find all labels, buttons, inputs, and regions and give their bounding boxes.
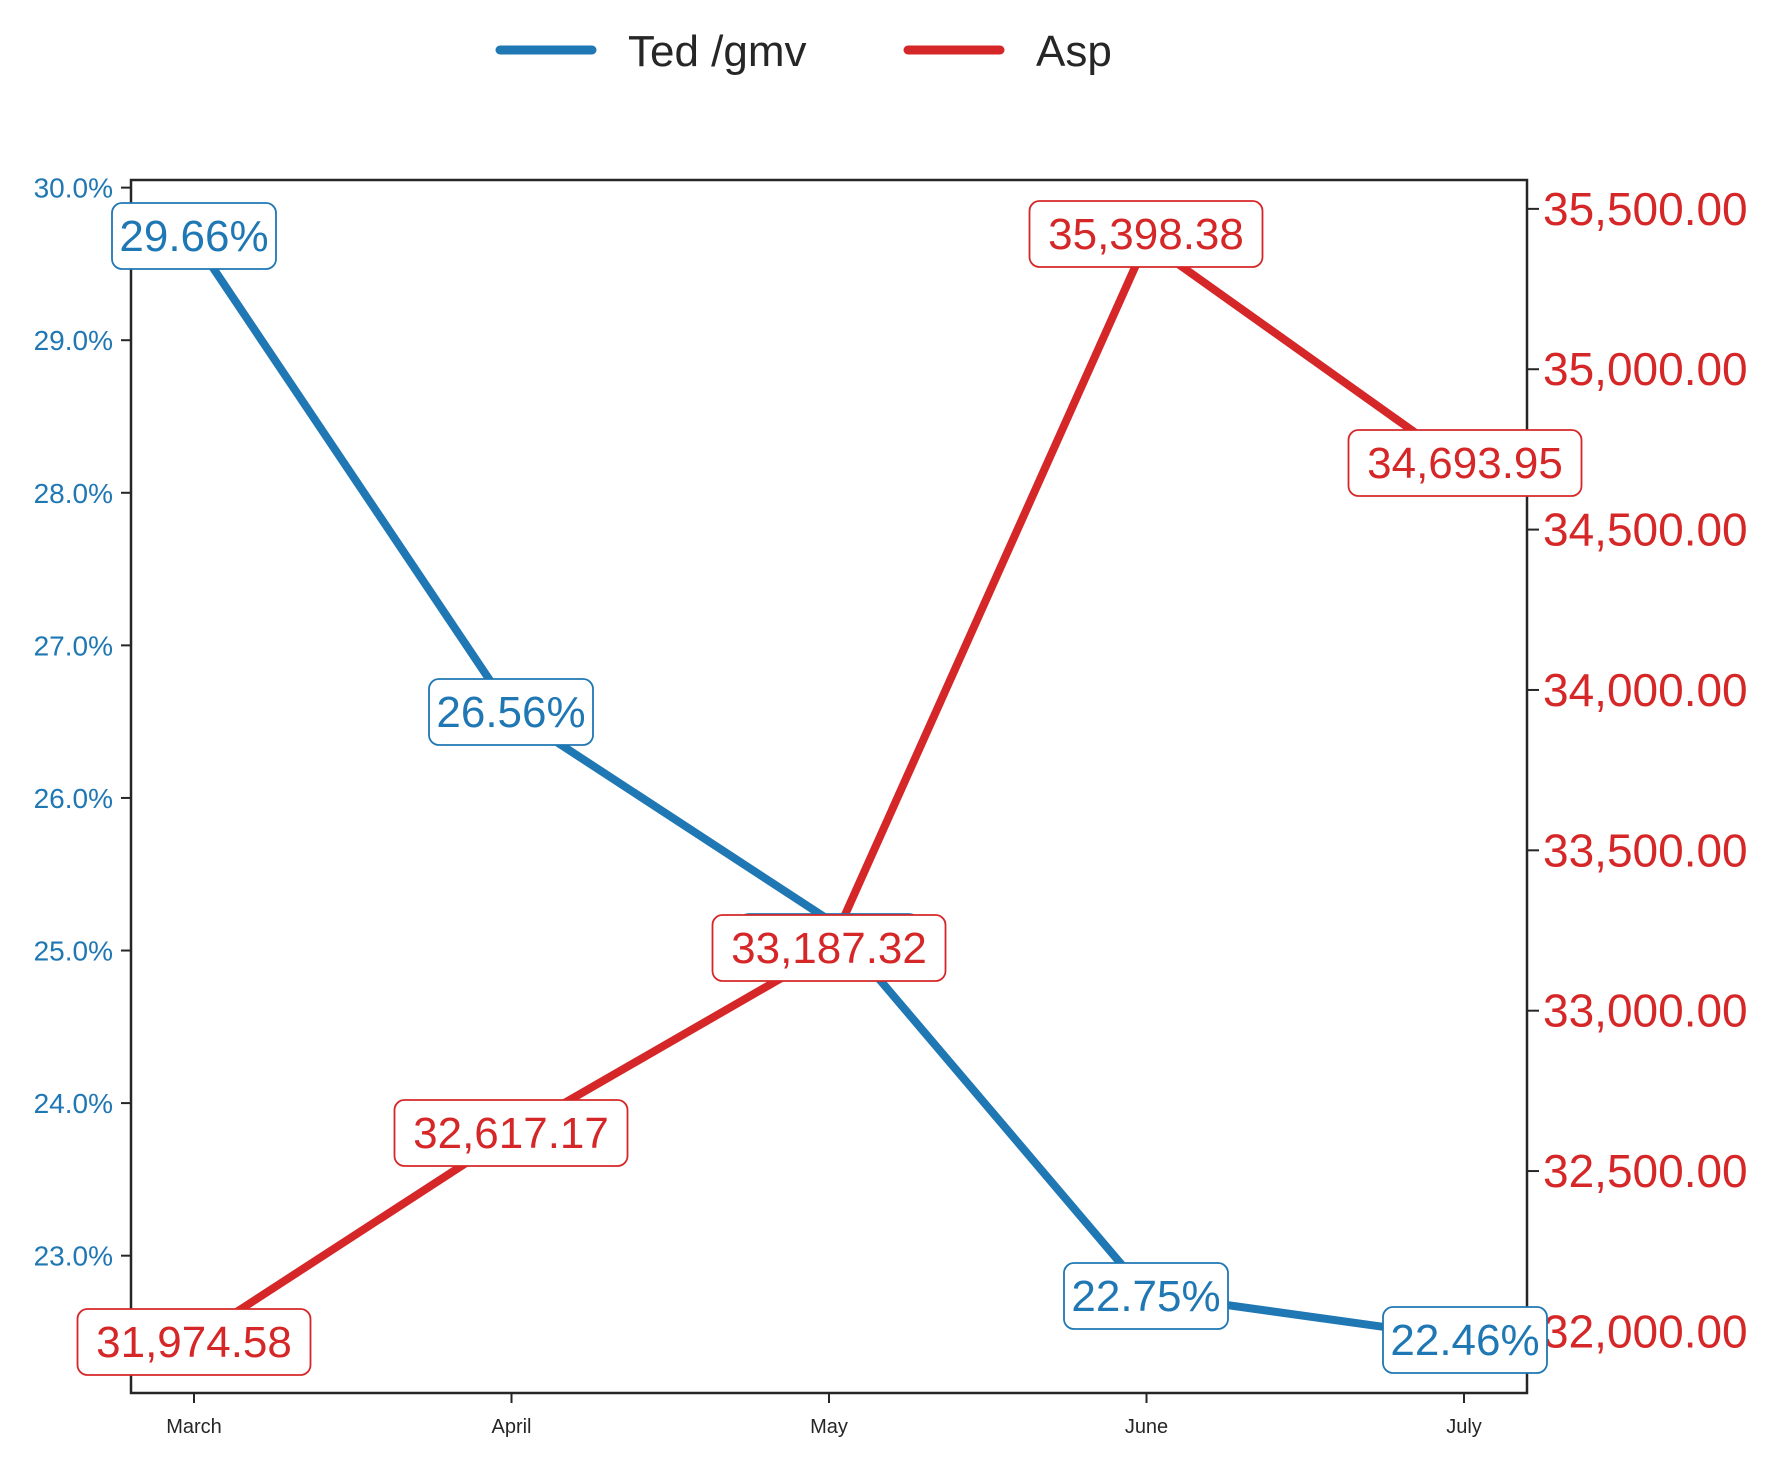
y-left-tick-label: 29.0%: [34, 325, 113, 356]
x-tick-label: July: [1446, 1416, 1482, 1438]
data-label-asp: 33,187.32: [731, 924, 927, 973]
data-label-ted-gmv: 26.56%: [436, 688, 585, 737]
x-tick-label: March: [166, 1416, 222, 1438]
data-label-ted-gmv-background: [1382, 1306, 1548, 1374]
x-tick-label: April: [491, 1416, 531, 1438]
plot-area: 23.0% 24.0% 25.0% 26.0% 27.0% 28.0% 29.0% 30.0%…: [34, 173, 1748, 1438]
x-tick-label: May: [810, 1416, 848, 1438]
y-right-tick-label: 34,000.00: [1543, 664, 1748, 716]
data-label-ted-gmv: 22.46%: [1390, 1316, 1539, 1365]
data-label-asp-background: [711, 914, 947, 982]
y-right-tick-label: 33,000.00: [1543, 985, 1748, 1037]
y-left-tick-label: 28.0%: [34, 478, 113, 509]
data-label-ted-gmv-background: [428, 678, 594, 746]
y-left-tick-label: 23.0%: [34, 1241, 113, 1272]
legend: Ted /gmv Asp: [495, 27, 1112, 76]
data-label-asp-background: [76, 1308, 312, 1376]
y-left-tick-label: 24.0%: [34, 1088, 113, 1119]
y-left-tick-label: 30.0%: [34, 173, 113, 204]
data-label-asp-box: 35,398.38: [1028, 200, 1264, 268]
y-left-tick-label: 27.0%: [34, 630, 113, 661]
y-right-tick-label: 35,500.00: [1543, 183, 1748, 235]
data-label-ted-gmv: 29.66%: [119, 212, 268, 261]
legend-label-ted-gmv: Ted /gmv: [628, 27, 807, 76]
data-label-asp-box: 33,187.32: [711, 914, 947, 982]
data-label-ted-gmv-box: 26.56%: [428, 678, 594, 746]
data-label-ted-gmv: 22.75%: [1071, 1272, 1220, 1321]
data-label-ted-gmv-box: 22.46%: [1382, 1306, 1548, 1374]
y-right-tick-label: 34,500.00: [1543, 504, 1748, 556]
data-label-asp: 31,974.58: [96, 1318, 292, 1367]
data-label-asp: 34,693.95: [1367, 439, 1563, 488]
data-label-asp-box: 34,693.95: [1347, 429, 1583, 497]
y-left-tick-label: 26.0%: [34, 783, 113, 814]
y-right-tick-label: 35,000.00: [1543, 343, 1748, 395]
y-left-tick-label: 25.0%: [34, 936, 113, 967]
data-label-asp-background: [1028, 200, 1264, 268]
data-label-asp: 32,617.17: [413, 1109, 609, 1158]
data-label-asp-background: [393, 1099, 629, 1167]
data-label-ted-gmv-box: 22.75%: [1063, 1262, 1229, 1330]
x-tick-label: June: [1125, 1416, 1168, 1438]
data-label-ted-gmv-box: 29.66%: [111, 202, 277, 270]
data-label-asp-background: [1347, 429, 1583, 497]
data-label-asp-box: 31,974.58: [76, 1308, 312, 1376]
series-line-ted-gmv: [190, 237, 1465, 1343]
data-label-asp-box: 32,617.17: [393, 1099, 629, 1167]
y-right-tick-label: 32,000.00: [1543, 1305, 1748, 1357]
data-label-asp: 35,398.38: [1048, 210, 1244, 259]
y-right-tick-label: 32,500.00: [1543, 1145, 1748, 1197]
data-label-ted-gmv-background: [111, 202, 277, 270]
y-right-tick-label: 33,500.00: [1543, 824, 1748, 876]
legend-label-asp: Asp: [1036, 27, 1112, 76]
data-label-ted-gmv-background: [1063, 1262, 1229, 1330]
series-line-asp: [191, 237, 1467, 1343]
